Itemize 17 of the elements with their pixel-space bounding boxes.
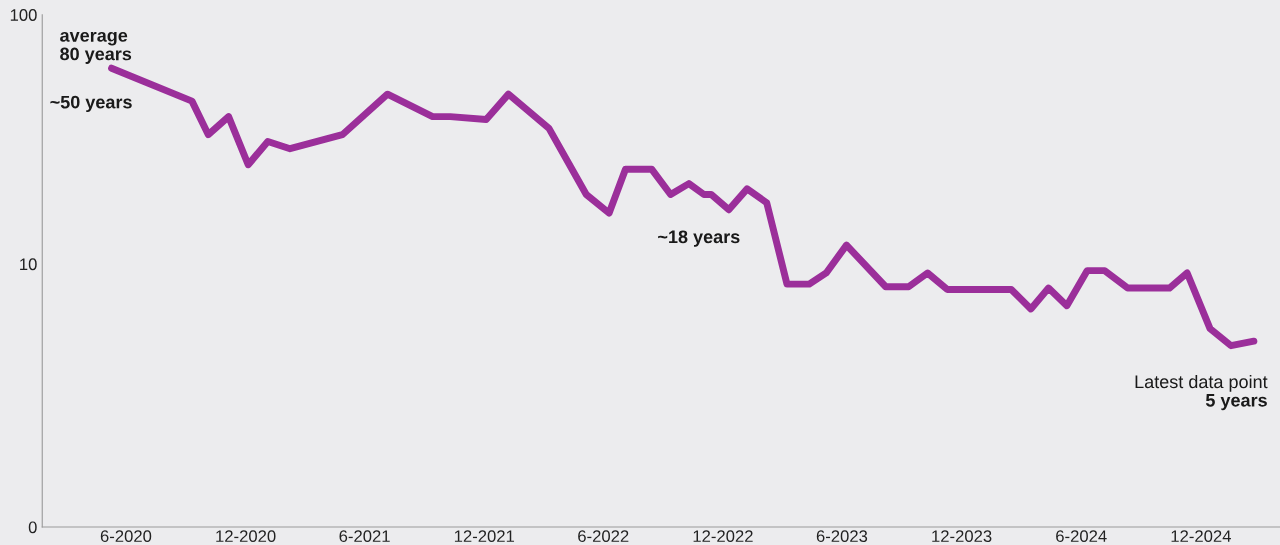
y-tick-label: 10: [20, 258, 37, 271]
x-tick-label: 12-2023: [932, 530, 992, 543]
x-tick-label: 12-2024: [1171, 530, 1231, 543]
x-tick-label: 12-2022: [693, 530, 753, 543]
annotation: Latest data point 5 years: [1135, 374, 1268, 411]
annotation: ~18 years: [658, 230, 740, 247]
annotation: ~50 years: [50, 95, 132, 113]
x-tick-label: 6-2024: [1056, 530, 1107, 543]
x-tick-label: 6-2022: [578, 530, 629, 543]
x-tick-label: 12-2021: [454, 530, 515, 543]
x-tick-label: 6-2021: [339, 530, 390, 543]
x-tick-label: 12-2020: [216, 530, 276, 543]
y-tick-label: 0: [28, 521, 37, 534]
annotation: average 80 years: [60, 31, 132, 64]
y-tick-label: 100: [10, 9, 37, 21]
x-tick-label: 6-2023: [816, 530, 868, 543]
x-tick-label: 6-2020: [100, 530, 152, 543]
